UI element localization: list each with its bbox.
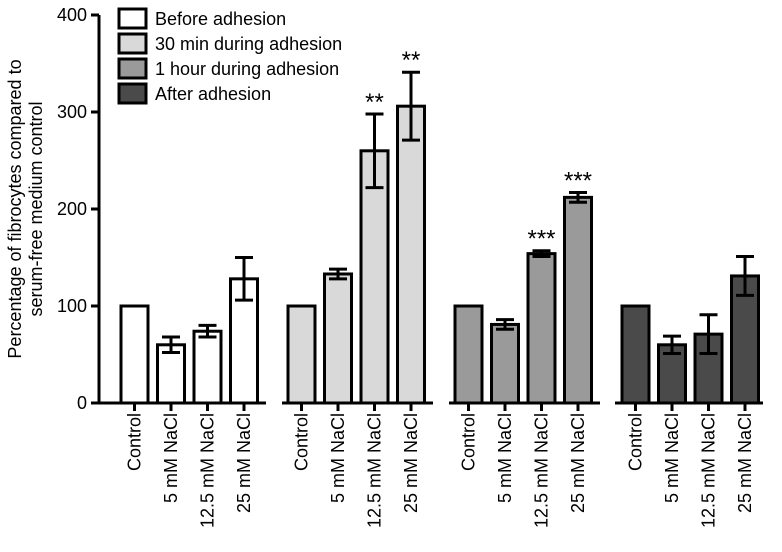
x-tick-label: 12.5 mM NaCl [365,413,385,528]
bars: ********** [119,47,760,405]
legend-label: After adhesion [155,84,271,104]
legend-swatch [117,7,148,30]
bar [119,304,150,405]
bar [323,272,353,405]
bar [396,104,426,405]
x-tick-label: 12.5 mM NaCl [198,413,218,528]
x-tick-label: 25 mM NaCl [401,413,421,513]
x-tick-label: 25 mM NaCl [234,413,254,513]
y-axis-title-line: serum-free medium control [26,101,46,316]
significance-label: *** [527,226,555,253]
y-axis-title: Percentage of fibrocytes compared to seru… [5,59,46,358]
x-tick-label: Control [459,413,479,471]
legend-swatch [117,57,148,80]
legend-label: Before adhesion [155,9,286,29]
x-tick-label: 12.5 mM NaCl [699,413,719,528]
x-tick-label: 12.5 mM NaCl [532,413,552,528]
legend-label: 1 hour during adhesion [155,59,339,79]
bar [490,322,520,405]
significance-label: *** [564,168,592,195]
bar [156,343,186,405]
legend: Before adhesion 30 min during adhesion 1 h… [117,7,342,105]
x-tick-label: 5 mM NaCl [161,413,181,503]
y-tick-label: 400 [57,5,87,25]
legend-swatch [117,32,148,55]
x-tick-label: Control [626,413,646,471]
x-tick-label: Control [292,413,312,471]
x-tick-label: 25 mM NaCl [568,413,588,513]
x-tick-label: Control [125,413,145,471]
y-tick-label: 200 [57,199,87,219]
y-tick-label: 300 [57,102,87,122]
significance-label: ** [365,89,384,116]
bar [192,329,223,405]
x-tick-label: 5 mM NaCl [328,413,348,503]
bar [453,304,484,405]
y-tick-label: 100 [57,296,87,316]
x-tick-label: 25 mM NaCl [735,413,755,513]
significance-label: ** [402,47,421,74]
bar [526,252,557,405]
bar [620,304,651,405]
x-tick-label: 5 mM NaCl [495,413,515,503]
legend-swatch [117,82,148,105]
x-tick-label: 5 mM NaCl [662,413,682,503]
bar [286,304,317,405]
legend-label: 30 min during adhesion [155,34,342,54]
y-axis-title-line: Percentage of fibrocytes compared to [5,59,25,358]
y-tick-label: 0 [77,393,87,413]
bar [563,195,593,405]
